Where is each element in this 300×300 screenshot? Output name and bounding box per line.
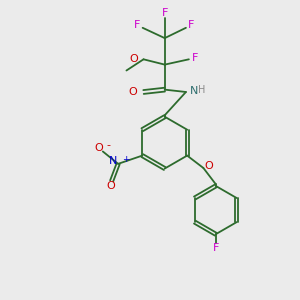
Text: N: N [190,86,198,96]
Text: F: F [192,53,198,63]
Text: O: O [130,54,138,64]
Text: -: - [107,140,111,150]
Text: F: F [212,243,219,253]
Text: O: O [128,87,137,97]
Text: F: F [188,20,194,30]
Text: F: F [161,8,168,18]
Text: H: H [198,85,206,95]
Text: N: N [109,157,118,166]
Text: O: O [204,161,213,172]
Text: O: O [107,181,116,191]
Text: O: O [94,143,103,153]
Text: F: F [134,20,140,30]
Text: +: + [122,155,129,164]
